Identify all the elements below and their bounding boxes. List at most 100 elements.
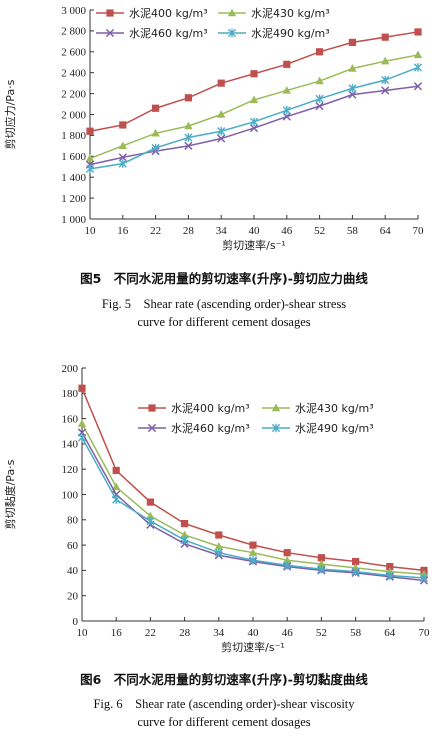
viscosity-x-tick-label: 40 [248,627,260,639]
stress-legend-item: 水泥400 kg/m³ [96,7,208,20]
stress-series-point [151,143,160,153]
viscosity-series-point [146,511,155,520]
stress-y-tick-label: 2 200 [61,88,86,100]
viscosity-series-point [352,557,360,566]
viscosity-x-axis-label: 剪切速率/s⁻¹ [221,640,285,654]
stress-series-point [86,127,94,135]
stress-y-tick-label: 1 600 [61,151,86,163]
stress-y-tick-label: 2 600 [61,47,86,59]
stress-series-point [348,84,357,93]
stress-y-tick-label: 1 800 [61,130,86,142]
stress-series-point [414,28,422,36]
stress-x-tick-label: 46 [281,225,293,237]
viscosity-legend-item: 水泥430 kg/m³ [262,402,374,415]
stress-legend-label: 水泥400 kg/m³ [129,7,208,20]
viscosity-series-0 [78,384,428,574]
viscosity-y-tick-label: 0 [73,616,79,628]
viscosity-series-point [283,549,291,557]
viscosity-x-tick-label: 10 [77,627,89,639]
stress-x-tick-label: 28 [183,225,195,237]
viscosity-series-3 [77,433,429,583]
stress-series-point [348,90,357,99]
stress-legend-marker [227,28,237,38]
shear-stress-chart: 1 000 1 200 1 400 1 600 1 800 2 000 2 200 2 400… [3,5,425,252]
viscosity-y-tick-label: 200 [62,363,79,375]
viscosity-series-point [180,530,189,539]
stress-x-tick-label: 40 [249,225,261,237]
fig5-caption-cn: 图5 不同水泥用量的剪切速率(升序)-剪切应力曲线 [80,271,368,286]
viscosity-x-tick-label: 64 [384,627,396,639]
viscosity-series-point [146,516,155,526]
stress-series-point [348,38,356,46]
stress-y-tick-label: 1 000 [61,214,86,226]
stress-series-point [184,133,193,142]
stress-series-point [413,50,423,59]
viscosity-x-tick-label: 34 [213,627,225,639]
viscosity-series-point [77,419,87,427]
viscosity-legend-label: 水泥490 kg/m³ [295,422,374,435]
stress-series-point [152,104,160,112]
stress-x-tick-label: 70 [413,225,425,237]
viscosity-y-tick-label: 20 [67,591,79,603]
viscosity-series-point [317,559,326,568]
stress-legend-item: 水泥430 kg/m³ [218,7,330,20]
viscosity-series-point [249,541,257,549]
viscosity-x-tick-label: 28 [179,627,191,639]
stress-series-point [381,86,390,95]
viscosity-legend-marker [271,423,281,433]
viscosity-series-point [419,573,429,583]
viscosity-series-point [283,561,292,570]
viscosity-legend-marker [148,404,156,412]
viscosity-legend-label: 水泥460 kg/m³ [171,422,250,435]
stress-series-point [119,121,127,129]
viscosity-series-point [317,554,325,562]
stress-series-point [315,76,324,85]
stress-series-point [381,33,389,41]
stress-legend-item: 水泥460 kg/m³ [96,27,208,40]
stress-series-point [217,134,226,143]
viscosity-series-point [112,482,121,491]
stress-y-tick-label: 2 800 [61,26,86,38]
stress-legend-label: 水泥490 kg/m³ [251,27,330,40]
viscosity-legend-item: 水泥400 kg/m³ [138,402,250,415]
stress-y-tick-label: 2 400 [61,68,86,80]
viscosity-y-tick-label: 60 [67,540,79,552]
stress-y-tick-label: 1 200 [61,193,86,205]
stress-legend-marker [227,8,237,17]
stress-series-point [348,64,357,72]
viscosity-y-tick-label: 40 [67,565,79,577]
stress-legend-label: 水泥430 kg/m³ [251,7,330,20]
stress-series-3 [85,63,423,174]
viscosity-x-tick-label: 58 [350,627,362,639]
fig6-caption-cn: 图6 不同水泥用量的剪切速率(升序)-剪切黏度曲线 [80,672,368,687]
stress-series-point [217,110,226,118]
stress-y-tick-label: 3 000 [61,5,86,17]
stress-series-point [118,159,127,168]
stress-series-point [217,127,226,136]
stress-series-point [217,79,225,87]
viscosity-series-1 [77,419,429,578]
stress-legend-label: 水泥460 kg/m³ [129,27,208,40]
stress-series-point [316,48,324,56]
stress-x-tick-label: 52 [314,225,325,237]
viscosity-x-tick-label: 52 [316,627,327,639]
stress-series-point [85,164,95,174]
viscosity-x-tick-label: 46 [282,627,294,639]
stress-x-axis-label: 剪切速率/s⁻¹ [222,238,286,252]
viscosity-legend-item: 水泥490 kg/m³ [262,422,374,435]
stress-series-point [249,123,259,133]
stress-x-tick-label: 64 [380,225,392,237]
viscosity-series-point [78,384,86,392]
stress-series-point [85,153,95,162]
viscosity-series-point [180,535,189,545]
fig5-caption-en-line2: curve for different cement dosages [137,315,311,329]
stress-x-tick-label: 58 [347,225,359,237]
viscosity-x-tick-label: 16 [111,627,123,639]
stress-x-tick-label: 16 [117,225,129,237]
stress-series-point [282,112,291,121]
viscosity-series-point [77,433,87,442]
viscosity-y-tick-label: 80 [67,515,79,527]
viscosity-series-point [146,498,154,506]
stress-series-point [184,121,193,130]
viscosity-y-tick-label: 140 [62,439,79,451]
